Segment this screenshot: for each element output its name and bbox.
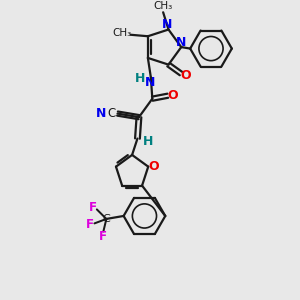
Text: H: H (135, 72, 146, 85)
Text: C: C (103, 214, 110, 224)
Text: C: C (107, 107, 116, 120)
Text: F: F (86, 218, 94, 231)
Text: N: N (176, 35, 186, 49)
Text: F: F (89, 200, 97, 214)
Text: N: N (162, 18, 172, 31)
Text: CH₃: CH₃ (112, 28, 131, 38)
Text: N: N (145, 76, 155, 89)
Text: O: O (148, 160, 159, 172)
Text: O: O (181, 68, 191, 82)
Text: CH₃: CH₃ (153, 1, 172, 11)
Text: H: H (143, 135, 153, 148)
Text: F: F (99, 230, 107, 243)
Text: O: O (168, 88, 178, 102)
Text: N: N (96, 107, 106, 120)
